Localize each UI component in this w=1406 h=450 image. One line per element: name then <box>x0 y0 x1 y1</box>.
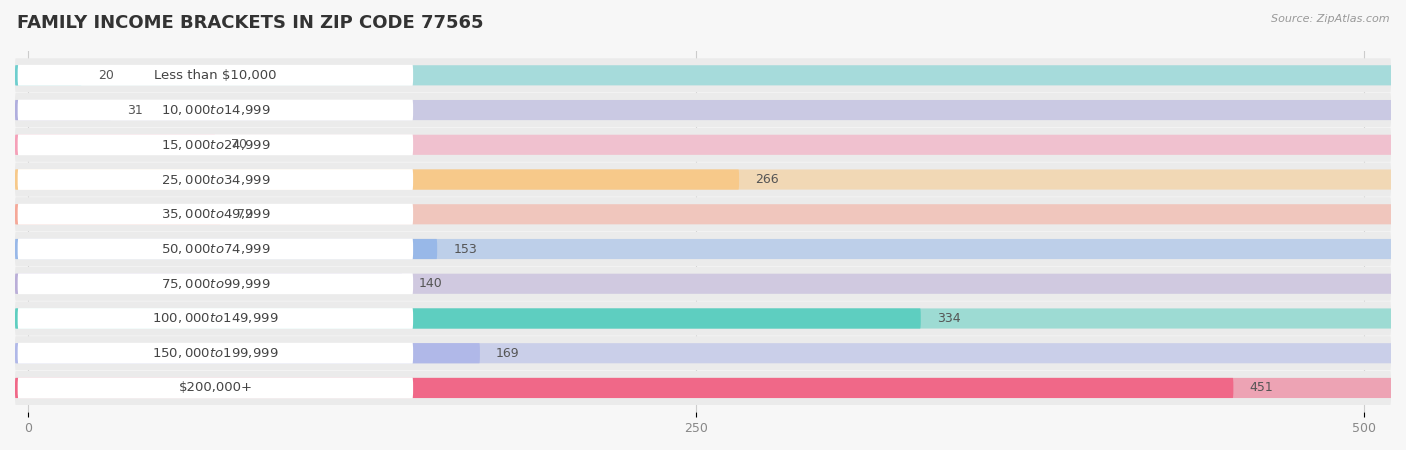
FancyBboxPatch shape <box>15 378 1233 398</box>
Text: $25,000 to $34,999: $25,000 to $34,999 <box>160 172 270 187</box>
Text: $100,000 to $149,999: $100,000 to $149,999 <box>152 311 278 325</box>
FancyBboxPatch shape <box>15 308 921 328</box>
FancyBboxPatch shape <box>15 65 1405 86</box>
FancyBboxPatch shape <box>15 128 1391 162</box>
Text: Less than $10,000: Less than $10,000 <box>155 69 277 82</box>
Text: $15,000 to $24,999: $15,000 to $24,999 <box>160 138 270 152</box>
FancyBboxPatch shape <box>15 135 215 155</box>
Text: $35,000 to $49,999: $35,000 to $49,999 <box>160 207 270 221</box>
FancyBboxPatch shape <box>18 99 413 121</box>
FancyBboxPatch shape <box>15 197 1391 231</box>
Text: $200,000+: $200,000+ <box>179 382 253 395</box>
FancyBboxPatch shape <box>15 162 1391 197</box>
FancyBboxPatch shape <box>15 239 437 259</box>
Text: 72: 72 <box>236 208 253 221</box>
FancyBboxPatch shape <box>15 308 1405 328</box>
FancyBboxPatch shape <box>15 100 111 120</box>
Text: 153: 153 <box>453 243 477 256</box>
FancyBboxPatch shape <box>15 239 1405 259</box>
FancyBboxPatch shape <box>15 100 1405 120</box>
Text: Source: ZipAtlas.com: Source: ZipAtlas.com <box>1271 14 1389 23</box>
FancyBboxPatch shape <box>18 169 413 190</box>
FancyBboxPatch shape <box>15 274 1405 294</box>
Text: $150,000 to $199,999: $150,000 to $199,999 <box>152 346 278 360</box>
FancyBboxPatch shape <box>15 204 221 225</box>
FancyBboxPatch shape <box>15 135 1405 155</box>
Text: $50,000 to $74,999: $50,000 to $74,999 <box>160 242 270 256</box>
Text: 451: 451 <box>1250 382 1274 395</box>
Text: $75,000 to $99,999: $75,000 to $99,999 <box>160 277 270 291</box>
FancyBboxPatch shape <box>18 135 413 155</box>
FancyBboxPatch shape <box>15 343 1405 363</box>
Text: 20: 20 <box>98 69 114 82</box>
FancyBboxPatch shape <box>15 65 82 86</box>
FancyBboxPatch shape <box>15 378 1405 398</box>
FancyBboxPatch shape <box>18 308 413 329</box>
Text: 334: 334 <box>936 312 960 325</box>
FancyBboxPatch shape <box>18 343 413 364</box>
Text: 31: 31 <box>127 104 143 117</box>
FancyBboxPatch shape <box>15 170 740 189</box>
FancyBboxPatch shape <box>15 343 479 363</box>
FancyBboxPatch shape <box>15 204 1405 225</box>
Text: $10,000 to $14,999: $10,000 to $14,999 <box>160 103 270 117</box>
Text: 169: 169 <box>496 346 520 360</box>
FancyBboxPatch shape <box>15 371 1391 405</box>
FancyBboxPatch shape <box>15 232 1391 266</box>
Text: 70: 70 <box>232 138 247 151</box>
FancyBboxPatch shape <box>18 65 413 86</box>
FancyBboxPatch shape <box>15 93 1391 127</box>
FancyBboxPatch shape <box>15 58 1391 92</box>
FancyBboxPatch shape <box>18 204 413 225</box>
FancyBboxPatch shape <box>15 336 1391 370</box>
Text: 140: 140 <box>419 277 443 290</box>
FancyBboxPatch shape <box>15 267 1391 301</box>
FancyBboxPatch shape <box>18 273 413 294</box>
FancyBboxPatch shape <box>15 302 1391 336</box>
Text: 266: 266 <box>755 173 779 186</box>
FancyBboxPatch shape <box>18 238 413 260</box>
Text: FAMILY INCOME BRACKETS IN ZIP CODE 77565: FAMILY INCOME BRACKETS IN ZIP CODE 77565 <box>17 14 484 32</box>
FancyBboxPatch shape <box>15 274 402 294</box>
FancyBboxPatch shape <box>15 170 1405 189</box>
FancyBboxPatch shape <box>18 378 413 398</box>
